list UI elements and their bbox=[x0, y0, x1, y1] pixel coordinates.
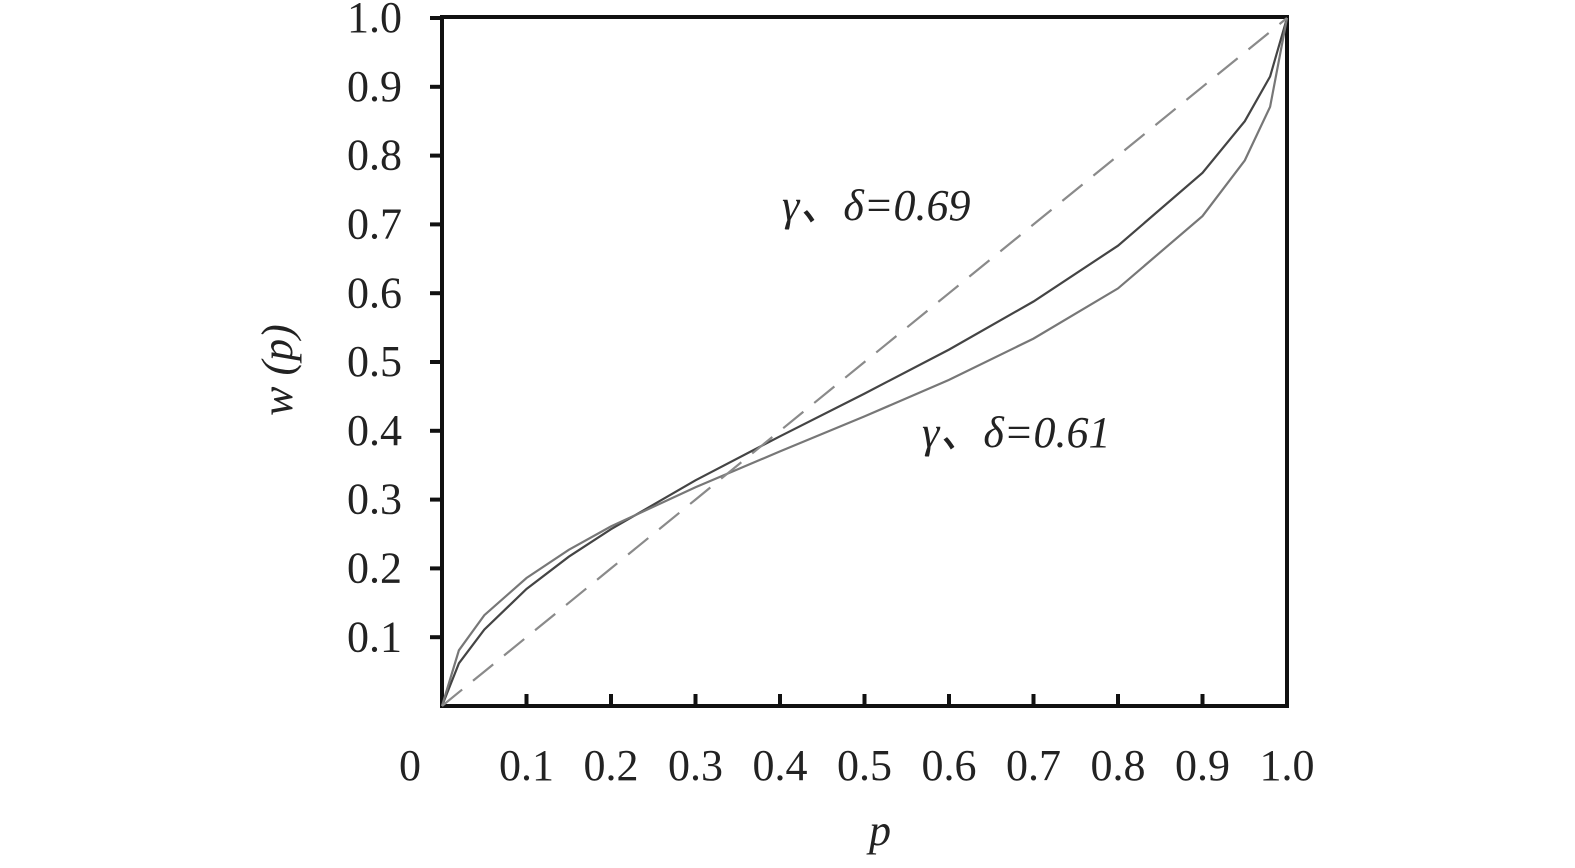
x-tick-label: 0.7 bbox=[1006, 741, 1061, 790]
x-tick-label: 0.8 bbox=[1091, 741, 1146, 790]
series-line bbox=[441, 17, 1288, 707]
x-tick-label: 1.0 bbox=[1260, 741, 1315, 790]
y-axis-title: w (p) bbox=[253, 324, 302, 416]
x-tick-label: 0.1 bbox=[499, 741, 554, 790]
x-tick-label: 0.2 bbox=[584, 741, 639, 790]
y-tick-label: 0.1 bbox=[347, 612, 402, 661]
y-tick-label: 0.4 bbox=[347, 406, 402, 455]
x-tick-label: 0.4 bbox=[753, 741, 808, 790]
x-axis-title: p bbox=[866, 806, 891, 855]
annotation: γ、δ=0.61 bbox=[922, 408, 1110, 457]
y-tick-label: 0.5 bbox=[347, 337, 402, 386]
y-tick-label: 0.3 bbox=[347, 475, 402, 524]
y-tick-label: 0.8 bbox=[347, 131, 402, 180]
x-tick-label: 0.5 bbox=[837, 741, 892, 790]
y-tick-label: 0.2 bbox=[347, 543, 402, 592]
y-tick-label: 0.6 bbox=[347, 268, 402, 317]
x-tick-label: 0.6 bbox=[922, 741, 977, 790]
series-line bbox=[440, 17, 1289, 707]
series-line bbox=[440, 17, 1289, 707]
x-tick-label: 0.9 bbox=[1175, 741, 1230, 790]
y-tick-label: 1.0 bbox=[347, 0, 402, 42]
y-tick-label: 0.9 bbox=[347, 62, 402, 111]
annotation: γ、δ=0.69 bbox=[782, 181, 970, 230]
x-tick-label: 0 bbox=[399, 741, 421, 790]
x-tick-label: 0.3 bbox=[668, 741, 723, 790]
y-tick-label: 0.7 bbox=[347, 199, 402, 248]
